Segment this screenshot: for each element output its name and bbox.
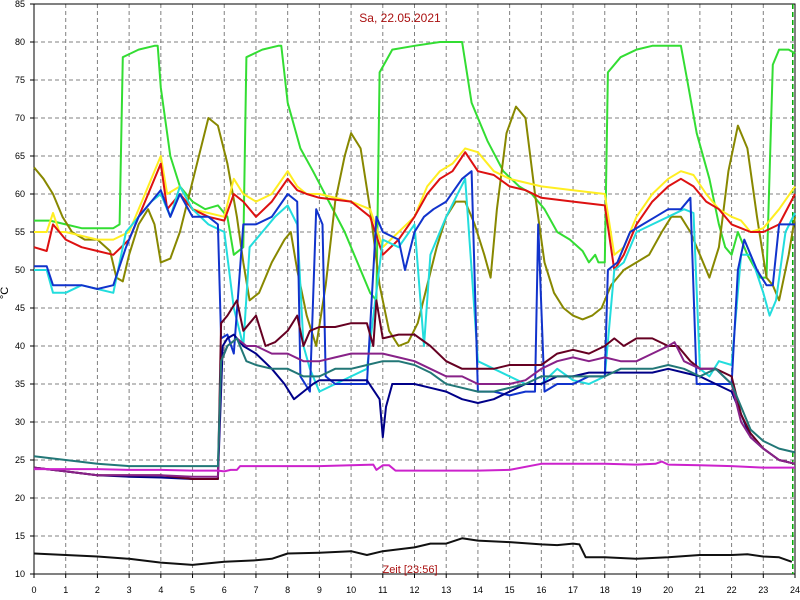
x-tick-label: 23	[758, 585, 768, 595]
y-tick-label: 35	[15, 379, 25, 389]
x-tick-label: 3	[127, 585, 132, 595]
y-tick-label: 45	[15, 303, 25, 313]
x-tick-label: 4	[158, 585, 163, 595]
series-line-8	[33, 299, 796, 480]
y-axis-label: °C	[0, 287, 11, 299]
x-tick-label: 18	[600, 585, 610, 595]
x-tick-label: 6	[222, 585, 227, 595]
y-tick-label: 40	[15, 341, 25, 351]
x-tick-label: 8	[285, 585, 290, 595]
x-tick-label: 19	[631, 585, 641, 595]
y-tick-label: 85	[15, 0, 25, 9]
y-tick-label: 25	[15, 455, 25, 465]
series-lines	[33, 41, 796, 566]
y-tick-label: 55	[15, 227, 25, 237]
x-tick-label: 15	[505, 585, 515, 595]
x-tick-label: 0	[31, 585, 36, 595]
y-tick-label: 80	[15, 37, 25, 47]
x-tick-label: 1	[63, 585, 68, 595]
y-tick-label: 20	[15, 493, 25, 503]
y-tick-label: 60	[15, 189, 25, 199]
y-tick-label: 10	[15, 569, 25, 579]
y-tick-label: 75	[15, 75, 25, 85]
series-line-12	[33, 537, 793, 566]
y-tick-label: 65	[15, 151, 25, 161]
series-line-3	[34, 147, 796, 256]
x-tick-label: 10	[346, 585, 356, 595]
y-tick-label: 15	[15, 531, 25, 541]
x-tick-label: 7	[253, 585, 258, 595]
x-tick-label: 22	[727, 585, 737, 595]
y-tick-label: 70	[15, 113, 25, 123]
series-line-1	[34, 41, 796, 302]
series-line-6	[34, 170, 795, 397]
x-tick-label: 17	[568, 585, 578, 595]
series-line-7	[33, 333, 796, 480]
series-line-2	[33, 105, 796, 347]
x-tick-label: 5	[190, 585, 195, 595]
x-tick-label: 11	[378, 585, 387, 595]
series-line-10	[33, 337, 796, 468]
x-tick-label: 9	[317, 585, 322, 595]
axes: 0 1 2 3 4 5 6 7 8 9 10 11 12 13 14 15 16 17 18 19 20 21 22 23 24…	[15, 0, 800, 595]
time-readout: Zeit [23:56]	[382, 564, 437, 576]
x-tick-label: 14	[473, 585, 483, 595]
y-tick-label: 30	[15, 417, 25, 427]
x-tick-label: 2	[95, 585, 100, 595]
x-tick-label: 12	[409, 585, 419, 595]
x-tick-label: 21	[695, 585, 705, 595]
x-tick-label: 16	[536, 585, 546, 595]
chart-title: Sa, 22.05.2021	[359, 11, 441, 25]
y-tick-label: 50	[15, 265, 25, 275]
x-tick-label: 13	[441, 585, 451, 595]
x-tick-label: 20	[663, 585, 673, 595]
x-tick-label: 24	[790, 585, 800, 595]
series-line-11	[34, 460, 795, 473]
